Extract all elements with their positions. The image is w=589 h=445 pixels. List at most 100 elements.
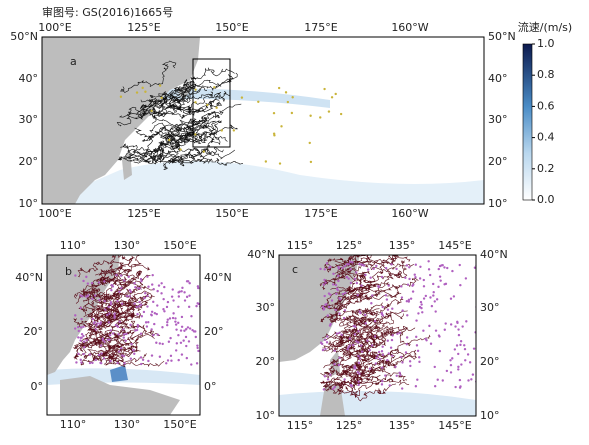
drifter-point — [333, 349, 336, 352]
drifter-point — [430, 304, 434, 308]
right-tick-label: 40° — [488, 72, 508, 85]
drifter-track — [118, 103, 177, 118]
drifter-point — [329, 293, 332, 296]
drifter-point — [202, 150, 205, 153]
drifter-point — [458, 386, 462, 389]
drifter-point — [232, 129, 236, 132]
drifter-point — [405, 336, 409, 339]
top-tick-label: 175°E — [304, 21, 337, 34]
drifter-track — [174, 67, 235, 92]
top-tick-label: 145°E — [438, 239, 471, 252]
drifter-point — [444, 322, 447, 325]
drifter-point — [420, 303, 423, 306]
drifter-point — [91, 297, 94, 301]
drifter-point — [370, 302, 373, 305]
drifter-point — [398, 371, 401, 375]
drifter-point — [344, 291, 347, 295]
drifter-point — [429, 342, 433, 345]
drifter-point — [127, 275, 130, 279]
drifter-point — [110, 289, 113, 292]
colorbar-tick-label: 0.6 — [537, 99, 555, 112]
drifter-point — [325, 303, 328, 306]
drifter-point — [108, 338, 111, 341]
drifter-point — [436, 378, 439, 381]
drifter-point — [439, 279, 442, 282]
drifter-track — [102, 293, 149, 328]
drifter-point — [140, 362, 143, 366]
drifter-point — [348, 344, 352, 347]
drifter-point — [352, 343, 355, 347]
drifter-point — [158, 84, 162, 87]
drifter-point — [309, 114, 312, 117]
drifter-point — [185, 344, 188, 348]
drifter-point — [86, 294, 90, 297]
drifter-point — [196, 346, 199, 350]
drifter-point — [422, 329, 425, 332]
drifter-point — [141, 358, 145, 361]
drifter-point — [79, 326, 83, 329]
drifter-track — [78, 313, 124, 328]
drifter-point — [400, 355, 403, 359]
drifter-track — [151, 103, 242, 129]
colorbar-tick-label: 0.4 — [537, 131, 555, 144]
drifter-point — [86, 282, 90, 285]
drifter-point — [98, 298, 101, 302]
drifter-track — [332, 255, 366, 282]
bottom-tick-label: 100°E — [38, 207, 71, 220]
drifter-point — [353, 333, 357, 336]
drifter-point — [93, 320, 96, 324]
drifter-point — [82, 352, 85, 356]
drifter-track — [320, 300, 359, 323]
drifter-point — [360, 344, 363, 347]
drifter-point — [380, 383, 384, 386]
drifter-point — [79, 306, 82, 310]
drifter-point — [437, 267, 440, 271]
drifter-point — [272, 111, 276, 115]
drifter-point — [166, 318, 169, 321]
drifter-point — [122, 333, 126, 336]
drifter-point — [197, 302, 200, 306]
drifter-point — [358, 262, 361, 266]
drifter-point — [177, 291, 180, 294]
drifter-point — [106, 313, 109, 317]
drifter-point — [203, 308, 205, 310]
drifter-track — [356, 376, 410, 386]
drifter-point — [413, 273, 416, 276]
drifter-track — [345, 383, 397, 402]
drifter-point — [333, 363, 336, 366]
bottom-tick-label: 135° — [389, 419, 416, 432]
drifter-point — [136, 323, 140, 327]
drifter-track — [169, 124, 238, 151]
drifter-point — [443, 266, 446, 269]
drifter-point — [165, 305, 169, 309]
drifter-point — [449, 297, 453, 300]
drifter-point — [331, 283, 335, 286]
drifter-point — [133, 352, 136, 355]
drifter-point — [322, 388, 326, 391]
drifter-track — [331, 255, 371, 269]
drifter-point — [183, 291, 186, 294]
drifter-point — [453, 348, 457, 351]
drifter-point — [432, 294, 435, 297]
drifter-point — [422, 285, 426, 288]
drifter-point — [160, 292, 163, 295]
drifter-track — [344, 270, 394, 284]
drifter-point — [117, 333, 120, 336]
drifter-point — [141, 86, 144, 90]
drifter-point — [188, 294, 191, 297]
drifter-point — [404, 276, 407, 280]
drifter-point — [457, 333, 461, 337]
drifter-point — [111, 285, 115, 288]
drifter-point — [459, 283, 462, 287]
drifter-track — [80, 276, 128, 295]
drifter-point — [400, 387, 404, 390]
bottom-tick-label: 110° — [60, 418, 87, 431]
drifter-point — [435, 298, 439, 301]
drifter-point — [150, 328, 153, 331]
drifter-point — [438, 264, 442, 268]
drifter-point — [104, 308, 107, 311]
drifter-point — [419, 265, 422, 268]
drifter-point — [366, 339, 369, 342]
drifter-track — [357, 325, 408, 349]
drifter-point — [348, 337, 352, 340]
